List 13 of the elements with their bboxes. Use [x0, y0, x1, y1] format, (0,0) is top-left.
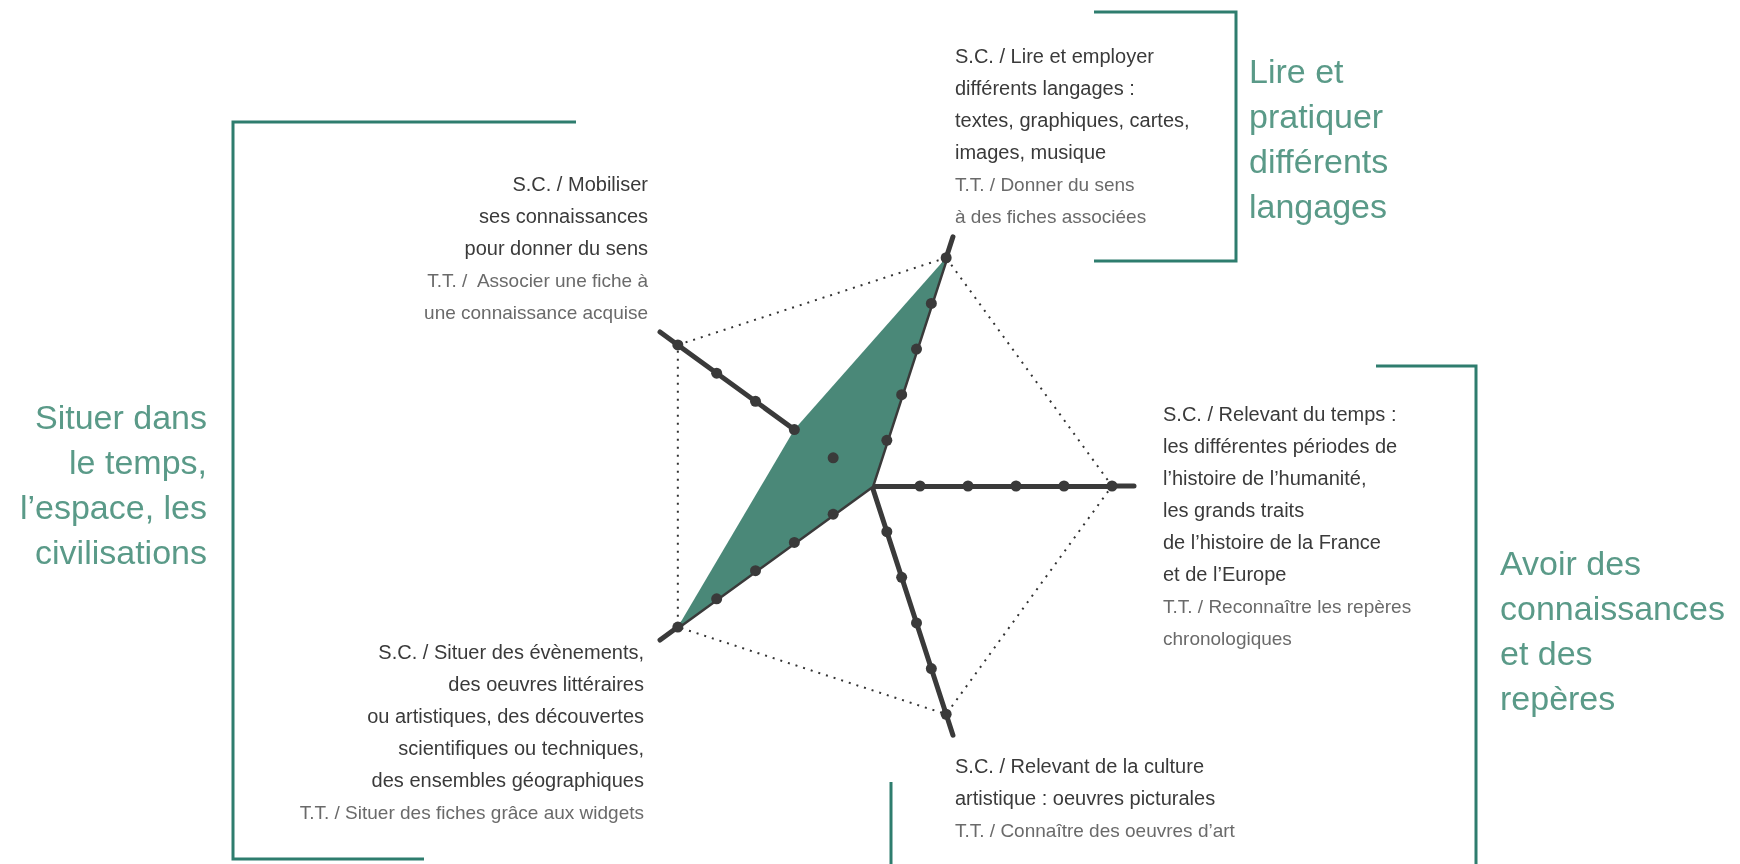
spoke-label: S.C. / Situer des évènements, des oeuvres littéraires ou artistiques, des découvertes scientifiques ou techniques, des ensembles géographiques — [367, 641, 644, 791]
text: T.T. / Donner du sens à des fiches associées — [955, 173, 1147, 227]
text: Avoir des connaissances et des repères — [1500, 543, 1725, 717]
spoke-label: S.C. / Relevant de la culture artistique : oeuvres picturales — [955, 755, 1216, 809]
spoke-label: S.C. / Mobiliser ses connaissances pour donner du sens — [464, 173, 649, 259]
text: T.T. / Situer des fiches grâce aux widgets — [299, 801, 644, 823]
text: T.T. / Connaître des oeuvres d’art — [955, 819, 1236, 841]
text: T.T. / Reconnaître les repères chronologiques — [1163, 595, 1412, 649]
spoke-label: S.C. / Lire et employer différents langages : textes, graphiques, cartes, images, musique — [955, 45, 1190, 163]
text: Situer dans le temps, l’espace, les civilisations — [19, 397, 207, 571]
spoke-label: S.C. / Relevant du temps : les différentes périodes de l’histoire de l’humanité, les grands traits de l’histoire de la France et de l’Europe — [1163, 403, 1398, 585]
text: Lire et pratiquer différents langages — [1249, 51, 1389, 225]
text: T.T. / Associer une fiche à une connaissance acquise — [424, 269, 649, 323]
